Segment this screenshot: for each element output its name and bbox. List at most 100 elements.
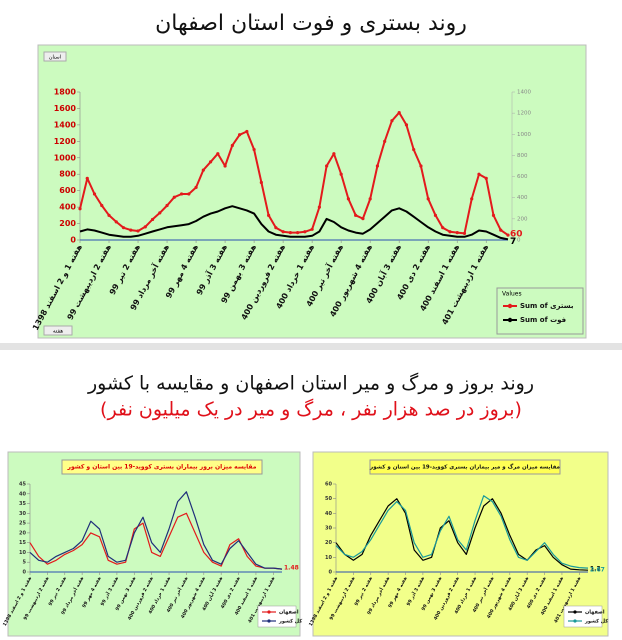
point [274, 226, 278, 230]
point [433, 213, 438, 217]
y-tick-label: 15 [19, 540, 26, 546]
y-tick-label: 1400 [54, 120, 77, 129]
y-tick-label: 45 [19, 482, 26, 488]
y-tick-label: 20 [19, 530, 26, 536]
point [85, 176, 89, 180]
point [281, 230, 285, 234]
point [354, 213, 358, 217]
chart-title: مقایسه میزان مرگ و میر بیماران بستری کوو… [369, 463, 560, 471]
point [361, 217, 365, 221]
point [317, 205, 321, 209]
point [129, 228, 133, 232]
point [223, 164, 227, 168]
series-line [79, 111, 509, 236]
main-legend-box [496, 287, 584, 335]
point [172, 195, 176, 199]
point [208, 160, 213, 164]
point [187, 192, 191, 196]
small-chart-bg [7, 451, 301, 637]
axis-field-label: هفته [53, 329, 63, 335]
data-label: 7 [510, 237, 516, 247]
point [426, 197, 430, 201]
point [448, 230, 452, 234]
y2-tick-label: 200 [517, 216, 528, 222]
legend-label: Sum of بستری [520, 302, 574, 310]
y-tick-label: 1600 [54, 104, 77, 113]
point [462, 231, 467, 236]
page-title: روند بستری و فوت استان اصفهان [155, 11, 467, 36]
point [252, 147, 256, 152]
data-label: 1.2 [590, 566, 601, 573]
y-tick-label: 1800 [54, 88, 77, 97]
legend-dot [573, 619, 577, 623]
y-tick-label: 200 [59, 219, 76, 228]
point [470, 197, 474, 201]
legend-label: اصفهان [585, 610, 605, 616]
point [310, 227, 314, 231]
legend-dot [507, 317, 513, 323]
point [506, 233, 510, 237]
legend-dot [267, 610, 271, 614]
title-box [61, 459, 263, 475]
separator [0, 343, 622, 350]
y-tick-label: 30 [325, 526, 332, 532]
y-tick-label: 800 [59, 170, 76, 179]
legend-label: Sum of فوت [520, 316, 566, 324]
point [201, 168, 205, 172]
point [383, 139, 387, 143]
point [346, 197, 351, 201]
series-line [79, 205, 509, 241]
y-tick-label: 600 [59, 186, 76, 195]
section-subtitle: (بروز در صد هزار نفر ، مرگ و میر در یک م… [100, 399, 522, 421]
y-tick-label: 35 [19, 501, 26, 507]
y-tick-label: 40 [19, 491, 26, 497]
data-label: 1.48 [284, 565, 299, 572]
filter-button[interactable] [43, 51, 67, 62]
point [441, 226, 445, 230]
y-tick-label: 25 [19, 521, 26, 527]
point [165, 203, 169, 208]
y2-tick-label: 600 [517, 174, 528, 180]
point [303, 230, 307, 234]
point [107, 213, 111, 217]
legend-dot [507, 303, 513, 309]
legend-label: اصفهان [279, 610, 299, 616]
point [491, 213, 496, 217]
point [237, 133, 242, 137]
y-tick-label: 60 [325, 482, 332, 488]
y-tick-label: 1000 [54, 153, 77, 162]
point [158, 211, 162, 215]
point [368, 197, 372, 201]
series-line [29, 491, 283, 570]
data-label: 2.67 [590, 567, 605, 574]
point [114, 220, 118, 224]
point [150, 217, 155, 222]
point [267, 213, 271, 217]
point [288, 231, 292, 235]
point [484, 176, 488, 180]
legend-label: کل کشور [278, 619, 302, 625]
point [455, 231, 459, 235]
series-line [335, 498, 589, 571]
point [194, 185, 198, 189]
point [179, 192, 184, 196]
point [332, 152, 336, 156]
point [92, 192, 97, 196]
title-box [369, 459, 561, 475]
point [100, 203, 104, 208]
y-tick-label: 0 [23, 570, 27, 576]
axis-field-button[interactable] [43, 325, 73, 336]
y2-tick-label: 800 [517, 153, 528, 159]
point [136, 229, 140, 233]
point [419, 164, 423, 168]
y-tick-label: 20 [325, 540, 332, 546]
y2-tick-label: 1000 [517, 132, 531, 138]
legend-label: کل کشور [584, 619, 608, 625]
point [78, 207, 82, 211]
legend-dot [573, 610, 577, 614]
point [230, 143, 234, 148]
y-tick-label: 50 [325, 496, 332, 502]
chart-title: مقایسه میزان بروز بیماران بستری کووید-19… [67, 464, 257, 471]
filter-label: استان [49, 55, 61, 61]
